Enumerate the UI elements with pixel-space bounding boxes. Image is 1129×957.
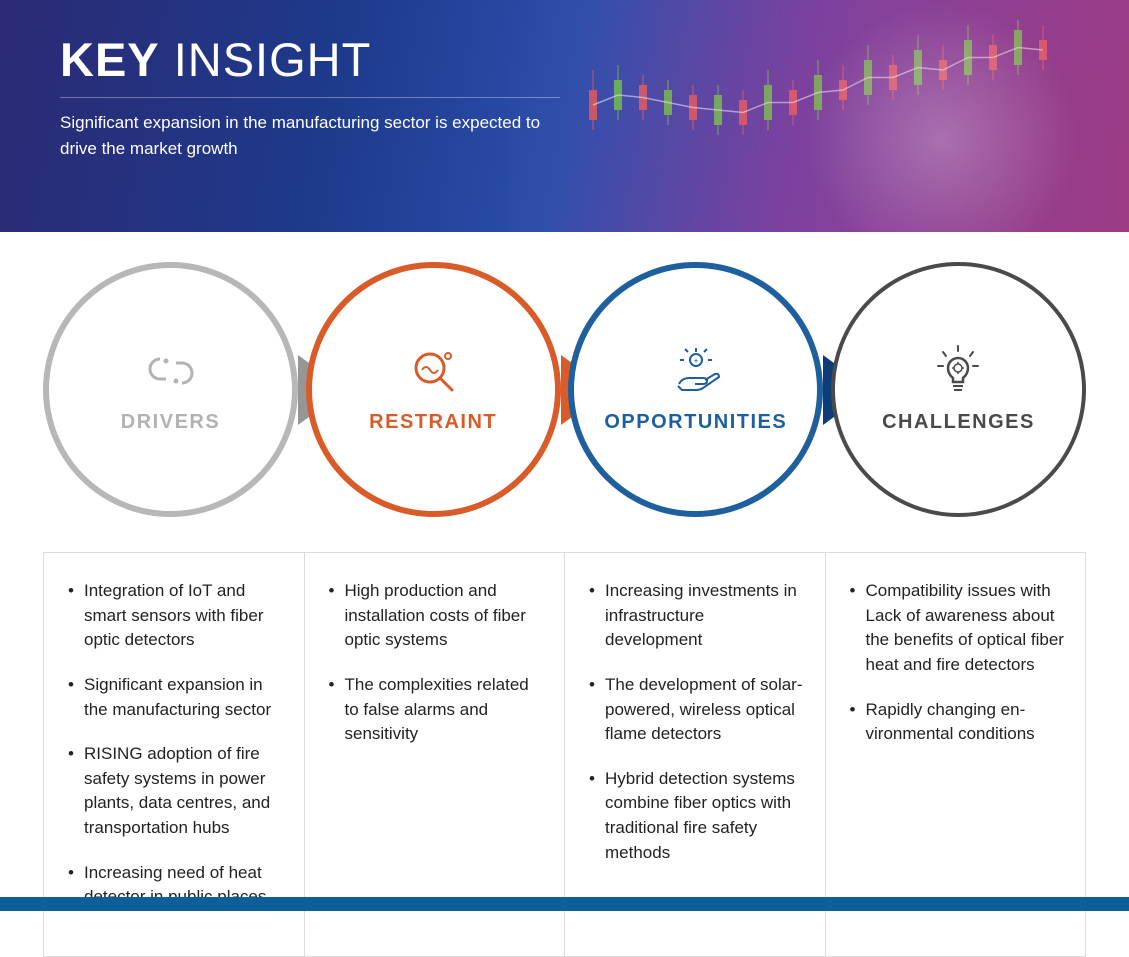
list-item: Increasing invest­ments in infrastructur… [589,579,805,653]
circle-drivers: DRIVERS [43,262,298,517]
title-bold: KEY [60,33,160,86]
hero-banner: KEY INSIGHT Significant expansion in the… [0,0,1129,232]
list-item: Hybrid detection sys­tems combine fiber … [589,767,805,866]
hero-candlestick-decor [569,10,1089,190]
hand-sun-icon: + [669,346,723,396]
box-drivers: Integration of IoT and smart sensors wit… [44,553,305,956]
footer-bar [0,897,1129,911]
category-circles-row: DRIVERS RESTRAINT + O [43,262,1086,532]
list-item: The complexities relat­ed to false alarm… [329,673,545,747]
circle-label-challenges: CHALLENGES [882,411,1035,434]
content-area: DRIVERS RESTRAINT + O [0,232,1129,957]
list-item: Significant expansion in the manufacturi… [68,673,284,722]
link-chain-icon [144,346,198,396]
list-item: Rapidly changing en­vironmental conditio… [850,698,1066,747]
list-item: The development of solar-powered, wire­l… [589,673,805,747]
box-restraint: High production and installation costs o… [305,553,566,956]
list-item: RISING adoption of fire safety systems i… [68,742,284,841]
magnifier-icon [408,346,458,396]
title-light: INSIGHT [174,33,372,86]
circle-challenges: CHALLENGES [831,262,1086,517]
circle-label-drivers: DRIVERS [121,411,220,434]
circle-opportunities: + OPPORTUNITIES [568,262,823,517]
svg-text:+: + [693,356,698,366]
hero-subtitle: Significant expansion in the manufacturi… [60,110,580,161]
circle-label-restraint: RESTRAINT [369,411,497,434]
box-opportunities: Increasing invest­ments in infrastructur… [565,553,826,956]
circle-restraint: RESTRAINT [306,262,561,517]
list-item: High production and installation costs o… [329,579,545,653]
box-challenges: Compatibility issues with Lack of awaren… [826,553,1086,956]
list-item: Integration of IoT and smart sensors wit… [68,579,284,653]
list-item: Compatibility issues with Lack of awaren… [850,579,1066,678]
circle-label-opportunities: OPPORTUNITIES [604,411,787,434]
bulb-gear-icon [933,346,983,396]
title-divider [60,97,560,98]
